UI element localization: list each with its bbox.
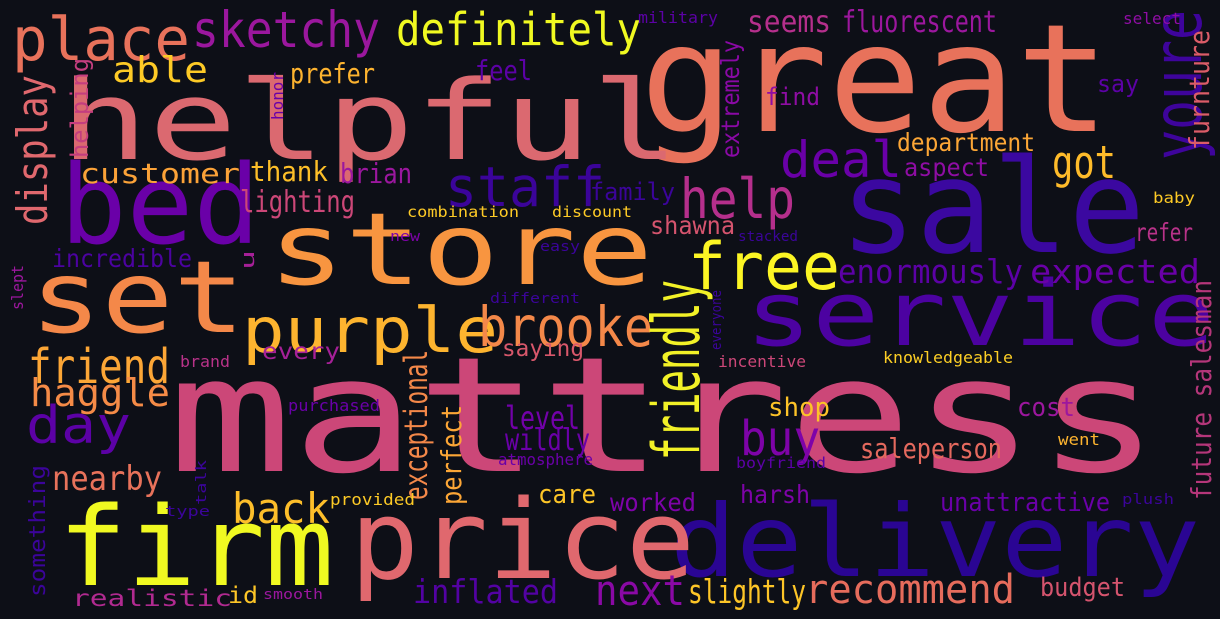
word-wildly: wildly — [505, 423, 590, 458]
word-service: service — [745, 262, 1215, 367]
word-find: find — [765, 83, 820, 111]
word-staff: staff — [445, 155, 605, 219]
word-back: back — [232, 484, 330, 533]
word-sale: sale — [840, 131, 1145, 283]
word-provided: provided — [330, 490, 415, 509]
word-perfect: perfect — [435, 405, 468, 505]
word-something: something — [26, 465, 51, 597]
word-set: set — [30, 239, 245, 356]
word-level: level — [505, 399, 580, 437]
word-id: id — [228, 583, 258, 609]
word-mattress: mattress — [168, 322, 1160, 509]
word-talk: talk — [194, 460, 210, 505]
word-delivery: delivery — [670, 483, 1200, 600]
word-saleperson: saleperson — [860, 432, 1002, 465]
word-budget: budget — [1040, 573, 1125, 603]
word-expected: expected — [1030, 252, 1200, 291]
word-saying: saying — [502, 336, 584, 362]
word-incentive: incentive — [718, 352, 806, 371]
word-got: got — [1052, 136, 1116, 189]
word-smooth: smooth — [263, 587, 323, 603]
word-future-salesman: future salesman — [1185, 280, 1218, 500]
word-able: able — [112, 50, 208, 91]
word-furnture: furnture — [1183, 29, 1216, 150]
word-next: next — [595, 566, 685, 615]
word-new: new — [390, 229, 420, 245]
word-slept: slept — [8, 265, 27, 310]
word-display: display — [8, 75, 57, 225]
word-helpful: helpful — [60, 57, 680, 185]
word-shop: shop — [768, 393, 830, 423]
word-say: say — [1097, 70, 1139, 98]
word-enormously: enormously — [838, 252, 1023, 291]
word-day: day — [26, 396, 131, 456]
word-harsh: harsh — [740, 480, 810, 509]
word-exceptional: exceptional — [397, 350, 435, 500]
word-refer: refer — [1135, 218, 1193, 247]
word-haggle: haggle — [30, 371, 170, 415]
word-every: every — [262, 339, 340, 365]
word-aspect: aspect — [904, 153, 989, 182]
word-care: care — [538, 480, 596, 510]
word-friendly: friendly — [640, 280, 715, 460]
word-family: family — [590, 178, 675, 206]
word-seems: seems — [747, 5, 831, 40]
word-brooke: brooke — [478, 295, 653, 359]
word-department: department — [897, 128, 1035, 157]
word-atmosphere: atmosphere — [498, 450, 593, 469]
word-definitely: definitely — [396, 3, 641, 56]
word-fluorescent: fluorescent — [842, 5, 997, 40]
word-brand: brand — [180, 352, 230, 371]
word-great: great — [640, 0, 1110, 167]
word-nearby: nearby — [52, 459, 162, 499]
word-recommend: recommend — [805, 567, 1015, 613]
word-knowledgeable: knowledgeable — [883, 348, 1013, 367]
word-worked: worked — [610, 488, 696, 517]
word-sketchy: sketchy — [192, 1, 380, 59]
word-slightly: slightly — [688, 572, 806, 611]
word-lighting: lighting — [240, 185, 355, 220]
word-place: place — [12, 5, 190, 75]
word-different: different — [490, 291, 580, 307]
word-purple: purple — [242, 294, 498, 367]
word-purchased: purchased — [288, 396, 380, 415]
word-deal: deal — [780, 131, 902, 189]
word-bed: bed — [60, 141, 260, 269]
word-stacked: stacked — [738, 229, 798, 245]
word-baby: baby — [1153, 189, 1195, 207]
word-thank: thank — [250, 155, 328, 188]
word-store: store — [268, 191, 653, 308]
word-helping: helping — [66, 58, 94, 158]
word-friend: friend — [28, 339, 170, 395]
word-u: u — [238, 250, 259, 270]
word-prefer: prefer — [290, 57, 375, 90]
word-boyfriend: boyfriend — [736, 454, 826, 472]
word-help: help — [680, 167, 795, 231]
word-combination: combination — [407, 203, 519, 221]
word-went: went — [1058, 430, 1100, 449]
word-select: select — [1123, 9, 1181, 28]
word-shawna: shawna — [650, 211, 735, 240]
word-realistic: realistic — [72, 586, 232, 612]
word-brian: brian — [340, 157, 412, 190]
word-feel: feel — [475, 54, 532, 87]
word-free: free — [688, 230, 840, 305]
word-easy: easy — [540, 239, 580, 255]
word-firm: firm — [58, 483, 334, 611]
word-type: type — [165, 504, 210, 520]
word-plush: plush — [1122, 492, 1174, 508]
word-discount: discount — [552, 203, 632, 221]
word-honor: honor — [268, 72, 287, 120]
word-unattractive: unattractive — [940, 488, 1110, 518]
word-military: military — [638, 8, 718, 27]
word-price: price — [350, 476, 695, 604]
word-cost: cost — [1017, 393, 1075, 423]
word-customer: customer — [80, 157, 240, 190]
word-everyone: everyone — [709, 290, 725, 350]
word-buy: buy — [740, 411, 820, 467]
word-inflated: inflated — [413, 572, 558, 611]
word-incredible: incredible — [52, 244, 192, 273]
word-extremely: extremely — [716, 40, 745, 158]
